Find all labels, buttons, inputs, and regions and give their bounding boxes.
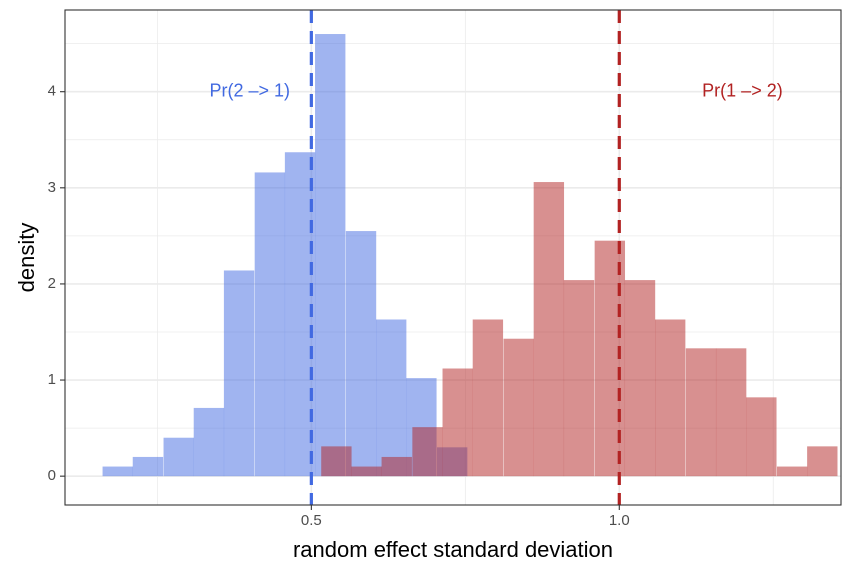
x-axis-title: random effect standard deviation xyxy=(293,537,613,562)
histogram-bar xyxy=(321,446,352,477)
x-tick-label: 1.0 xyxy=(609,512,630,529)
histogram-bar xyxy=(315,34,346,477)
histogram-bar xyxy=(345,231,377,477)
histogram-bar xyxy=(223,270,255,477)
histogram-bar xyxy=(102,466,133,477)
histogram-bar xyxy=(715,348,747,477)
annotation-label-2: Pr(1 –> 2) xyxy=(702,80,783,100)
y-tick-label: 3 xyxy=(48,179,56,196)
y-tick-label: 0 xyxy=(48,467,56,484)
annotation-label-1: Pr(2 –> 1) xyxy=(209,80,290,100)
histogram-bar xyxy=(533,182,565,477)
histogram-bar xyxy=(412,427,443,477)
histogram-bar xyxy=(503,338,534,477)
histogram-bar xyxy=(655,319,686,477)
histogram-bar xyxy=(376,319,407,477)
annotation-layer: Pr(2 –> 1) Pr(1 –> 2) xyxy=(209,80,782,100)
bars-layer xyxy=(102,34,838,477)
y-tick-label: 4 xyxy=(48,83,56,100)
series-1-bars xyxy=(102,34,468,477)
histogram-bar xyxy=(132,456,164,477)
histogram-bar xyxy=(746,397,777,477)
panel-border xyxy=(64,9,842,506)
histogram-bar xyxy=(193,407,225,477)
axes-layer: 0.5 1.0 0 1 2 3 4 xyxy=(48,83,630,529)
histogram-bar xyxy=(563,280,595,477)
histogram-bar xyxy=(351,466,382,477)
histogram-bar xyxy=(442,368,473,477)
histogram-bar xyxy=(624,280,656,477)
histogram-bar xyxy=(381,456,412,477)
histogram-bar xyxy=(807,446,838,477)
histogram-bar xyxy=(254,172,286,477)
histogram-bar xyxy=(776,466,808,477)
histogram-bar xyxy=(472,319,504,477)
y-axis-title: density xyxy=(14,223,39,293)
histogram-bar xyxy=(163,437,194,477)
y-tick-label: 2 xyxy=(48,275,56,292)
histogram-bar xyxy=(685,348,717,477)
y-tick-label: 1 xyxy=(48,371,56,388)
x-tick-label: 0.5 xyxy=(301,512,322,529)
